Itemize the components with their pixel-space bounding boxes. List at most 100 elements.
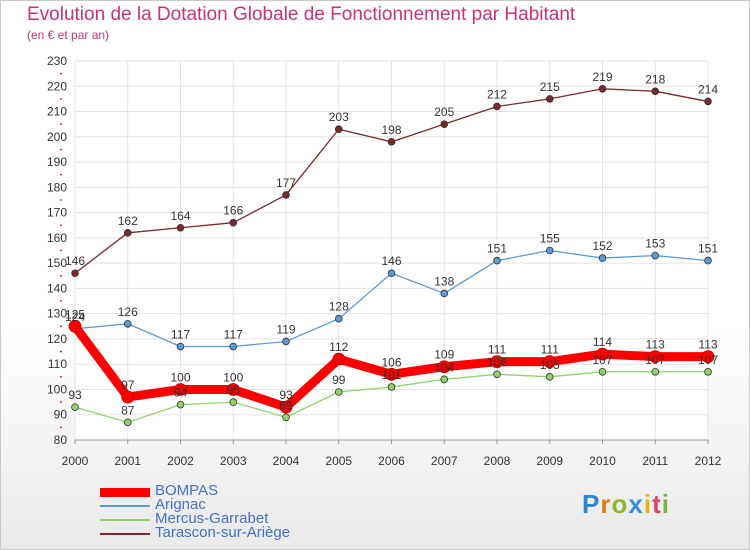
x-tick-label: 2000 (62, 454, 89, 468)
data-label: 215 (540, 80, 560, 94)
x-tick-label: 2005 (325, 454, 352, 468)
data-label: 125 (65, 307, 85, 321)
data-point (334, 388, 343, 396)
data-label: 89 (279, 398, 293, 412)
y-tick-label: 230 (47, 54, 67, 68)
data-label: 218 (645, 72, 665, 86)
data-label: 124 (65, 310, 85, 324)
data-point (490, 355, 504, 369)
y-minor-tick (60, 148, 62, 151)
data-point (229, 398, 238, 406)
data-point (334, 314, 343, 323)
data-point (174, 383, 187, 396)
y-minor-tick (60, 274, 62, 277)
y-minor-tick (60, 300, 62, 302)
data-label: 107 (645, 353, 665, 367)
data-label: 146 (65, 254, 85, 268)
legend-label: Mercus-Garrabet (155, 510, 269, 527)
y-tick-label: 180 (47, 180, 67, 194)
y-minor-tick (60, 325, 62, 328)
data-point (385, 367, 398, 381)
y-tick-label: 130 (47, 307, 67, 321)
data-label: 95 (227, 383, 241, 397)
data-point (704, 97, 712, 106)
data-label: 152 (592, 239, 612, 253)
data-point (123, 229, 132, 237)
data-point (440, 120, 449, 128)
y-tick-label: 80 (54, 433, 68, 447)
data-label: 166 (223, 204, 243, 218)
data-label: 94 (174, 386, 188, 400)
data-label: 107 (698, 353, 718, 367)
data-label: 101 (381, 368, 401, 382)
data-point (279, 400, 293, 414)
data-point (701, 350, 715, 364)
data-point (493, 102, 501, 111)
y-tick-label: 220 (47, 79, 67, 93)
data-label: 119 (276, 322, 295, 336)
data-label: 162 (118, 214, 138, 228)
data-label: 107 (592, 353, 612, 367)
x-tick-label: 2008 (484, 454, 511, 468)
data-label: 105 (540, 358, 560, 372)
data-point (651, 87, 660, 96)
data-label: 109 (434, 348, 454, 362)
data-label: 113 (698, 338, 717, 352)
data-label: 99 (332, 373, 346, 387)
y-tick-label: 210 (47, 105, 67, 119)
data-point (68, 319, 82, 333)
data-point (598, 367, 607, 376)
data-point (176, 342, 185, 351)
legend-label: Tarascon-sur-Ariège (155, 524, 291, 541)
data-point (545, 95, 554, 103)
data-label: 151 (698, 242, 718, 256)
legend-swatch (100, 505, 150, 507)
data-label: 97 (121, 378, 135, 392)
data-label: 205 (434, 105, 454, 119)
data-point (176, 223, 185, 232)
data-point (648, 350, 662, 364)
data-label: 104 (434, 360, 454, 374)
data-label: 87 (121, 403, 135, 417)
data-point (282, 191, 290, 199)
data-label: 106 (487, 355, 507, 369)
y-minor-tick (60, 123, 62, 126)
y-minor-tick (60, 173, 62, 176)
data-point (387, 269, 396, 278)
data-point (282, 337, 290, 346)
x-tick-label: 2004 (273, 454, 300, 468)
data-label: 112 (329, 340, 348, 354)
data-point (123, 319, 132, 328)
legend-swatch (100, 519, 150, 521)
data-label: 93 (279, 388, 293, 402)
data-point (437, 360, 451, 374)
x-tick-label: 2010 (589, 454, 616, 468)
data-label: 219 (592, 70, 612, 84)
y-tick-label: 190 (47, 155, 67, 169)
data-point (543, 355, 557, 369)
data-point (704, 367, 712, 376)
data-point (71, 269, 79, 278)
data-label: 117 (224, 328, 243, 342)
legend-label: Arignac (155, 496, 206, 513)
data-label: 198 (381, 123, 401, 137)
data-point (545, 246, 554, 255)
series-lines (68, 84, 715, 427)
data-point (387, 383, 396, 391)
data-point (282, 413, 290, 422)
chart-subtitle: (en € et par an) (27, 28, 110, 42)
x-tick-label: 2002 (167, 454, 194, 468)
data-point (440, 289, 449, 298)
legend-label: BOMPAS (155, 482, 219, 499)
legend-swatch (100, 487, 150, 497)
data-point (229, 342, 238, 351)
y-minor-tick (60, 350, 62, 353)
axes: 8090100110120130140150160170180190200210… (47, 54, 722, 468)
data-point (440, 375, 449, 384)
data-label: 93 (68, 388, 82, 402)
data-point (545, 373, 554, 381)
data-label: 128 (329, 300, 349, 314)
data-point (332, 352, 346, 366)
data-point (598, 84, 607, 93)
